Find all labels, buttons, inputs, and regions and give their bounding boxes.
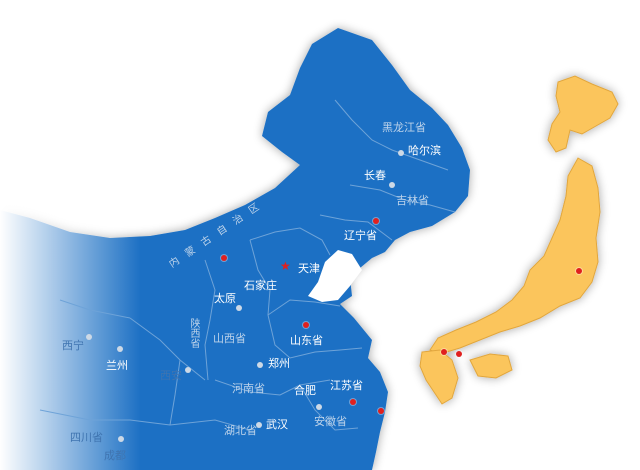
henan-label: 河南省 xyxy=(232,382,265,395)
harbin-label: 哈尔滨 xyxy=(408,144,441,157)
shijiazhuang-label: 石家庄 xyxy=(244,279,277,292)
wuhan-label: 武汉 xyxy=(266,418,288,431)
xian-label: 西安 xyxy=(160,369,182,382)
zhengzhou-label: 郑州 xyxy=(268,357,290,370)
xian-marker xyxy=(185,367,191,373)
hefei-marker xyxy=(316,404,322,410)
province-borders xyxy=(39,99,456,431)
xining-marker xyxy=(86,334,92,340)
star-icon: ★ xyxy=(280,259,291,273)
shanxi-label: 山西省 xyxy=(213,332,246,345)
shikoku xyxy=(469,353,513,379)
harbin-marker xyxy=(398,150,404,156)
lanzhou-label: 兰州 xyxy=(106,359,128,372)
lanzhou-marker xyxy=(117,346,123,352)
kyushu xyxy=(419,349,459,405)
japan-kyushu-marker xyxy=(441,349,447,355)
chengdu-label: 成都 xyxy=(104,449,126,462)
hubei-label: 湖北省 xyxy=(224,424,257,437)
xining-label: 西宁 xyxy=(62,339,84,352)
japan xyxy=(419,75,619,405)
anhui-label: 安徽省 xyxy=(314,415,347,428)
shaanxi-vertical-label: 陕西省 xyxy=(188,318,199,348)
taiyuan-marker xyxy=(236,305,242,311)
liaoning-label: 辽宁省 xyxy=(344,229,377,242)
japan-tokyo-marker xyxy=(576,268,582,274)
heilongjiang-label: 黑龙江省 xyxy=(382,121,426,134)
jiangsu-label: 江苏省 xyxy=(330,379,363,392)
taiyuan-label: 太原 xyxy=(214,292,236,305)
sichuan-label: 四川省 xyxy=(70,431,103,444)
shandong-marker xyxy=(303,322,309,328)
zhengzhou-marker xyxy=(257,362,263,368)
tianjin-label: 天津 xyxy=(298,262,320,275)
changchun-label: 长春 xyxy=(364,169,386,182)
liaoning-marker xyxy=(373,218,379,224)
shanghai-marker xyxy=(378,408,384,414)
wuhan-marker xyxy=(256,422,262,428)
jilin-label: 吉林省 xyxy=(396,194,429,207)
hohhot-marker xyxy=(221,255,227,261)
hefei-label: 合肥 xyxy=(294,384,316,397)
shandong-label: 山东省 xyxy=(290,334,323,347)
changchun-marker xyxy=(389,182,395,188)
chengdu-marker xyxy=(118,436,124,442)
japan-chugoku-marker xyxy=(456,351,462,357)
jiangsu-marker xyxy=(350,399,356,405)
hokkaido xyxy=(547,75,619,153)
